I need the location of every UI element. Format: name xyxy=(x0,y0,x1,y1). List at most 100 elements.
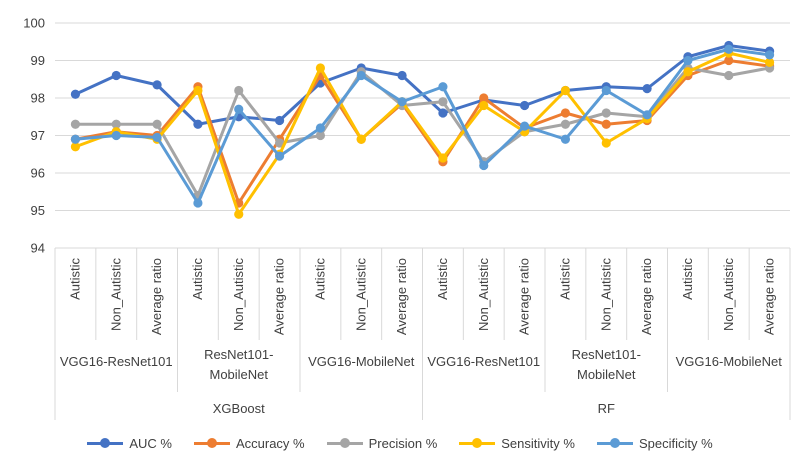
x-category-label: Autistic xyxy=(312,258,327,300)
data-point-sensitivity xyxy=(315,63,326,73)
data-point-precision xyxy=(438,97,448,107)
x-category-label: Non_Autistic xyxy=(476,258,491,331)
y-tick-label: 94 xyxy=(31,241,45,256)
x-category-label: Autistic xyxy=(435,258,450,300)
data-point-auc xyxy=(519,100,530,111)
data-point-specificity xyxy=(397,97,407,107)
data-point-specificity xyxy=(315,123,326,133)
x-category-label: Non_Autistic xyxy=(598,258,613,331)
x-category-label: Non_Autistic xyxy=(231,258,246,331)
data-point-specificity xyxy=(560,134,571,144)
legend-item-sensitivity: Sensitivity % xyxy=(459,436,575,451)
legend-swatch xyxy=(87,436,124,450)
data-point-sensitivity xyxy=(356,134,366,144)
x-category-label: Autistic xyxy=(680,258,695,300)
y-tick-label: 98 xyxy=(31,91,45,106)
data-point-precision xyxy=(724,70,734,81)
data-point-specificity xyxy=(70,134,81,144)
data-point-specificity xyxy=(274,151,285,161)
data-point-sensitivity xyxy=(764,57,775,67)
group-label: VGG16-ResNet101 xyxy=(60,354,173,369)
group-label: VGG16-MobileNet xyxy=(308,354,415,369)
data-point-precision xyxy=(560,119,571,129)
x-category-label: Average ratio xyxy=(762,258,777,335)
x-category-label: Average ratio xyxy=(149,258,164,335)
y-tick-label: 99 xyxy=(31,53,45,68)
legend-swatch xyxy=(459,436,496,450)
x-category-label: Non_Autistic xyxy=(353,258,368,331)
data-point-auc xyxy=(642,84,652,94)
legend-label: Accuracy % xyxy=(235,435,305,451)
data-point-sensitivity xyxy=(479,100,489,111)
data-point-sensitivity xyxy=(438,153,448,163)
x-category-label: Average ratio xyxy=(517,258,532,335)
x-category-label: Average ratio xyxy=(272,258,287,335)
x-category-label: Average ratio xyxy=(394,258,409,335)
data-point-auc xyxy=(152,80,162,90)
data-point-specificity xyxy=(111,130,121,141)
data-point-precision xyxy=(315,130,326,141)
data-point-auc xyxy=(274,115,285,126)
data-point-sensitivity xyxy=(560,85,571,96)
legend-label: AUC % xyxy=(129,435,172,451)
data-point-accuracy xyxy=(479,93,489,103)
data-point-sensitivity xyxy=(70,142,81,152)
y-tick-label: 96 xyxy=(31,166,45,181)
data-point-auc xyxy=(70,89,81,99)
series-line-sensitivity xyxy=(73,51,772,216)
data-point-sensitivity xyxy=(601,138,611,148)
legend-swatch xyxy=(326,436,363,450)
x-category-label: Non_Autistic xyxy=(108,258,123,331)
data-point-sensitivity xyxy=(683,67,693,77)
chart-legend: AUC % Accuracy % Precision % Sensitivity % S… xyxy=(0,433,800,453)
data-point-precision xyxy=(70,119,81,129)
x-category-label: Autistic xyxy=(67,258,82,300)
data-point-auc xyxy=(111,70,121,81)
x-category-label: Non_Autistic xyxy=(721,258,736,331)
legend-label: Specificity % xyxy=(638,435,713,451)
legend-label: Precision % xyxy=(368,435,438,451)
data-point-specificity xyxy=(519,121,530,131)
data-point-precision xyxy=(274,138,285,148)
legend-swatch xyxy=(596,436,633,450)
supergroup-label: XGBoost xyxy=(213,401,265,416)
data-point-specificity xyxy=(234,104,244,114)
data-point-precision xyxy=(152,119,162,129)
data-point-specificity xyxy=(438,82,448,92)
x-category-label: Autistic xyxy=(190,258,205,300)
data-point-specificity xyxy=(193,198,203,208)
legend-item-accuracy: Accuracy % xyxy=(193,435,305,451)
data-point-auc xyxy=(193,119,203,129)
data-point-precision xyxy=(234,85,244,96)
data-point-specificity xyxy=(152,132,162,142)
data-point-auc xyxy=(397,70,407,81)
legend-item-specificity: Specificity % xyxy=(596,435,713,451)
data-point-specificity xyxy=(683,55,693,66)
y-tick-label: 97 xyxy=(31,128,45,143)
legend-item-precision: Precision % xyxy=(326,435,438,451)
group-label: VGG16-MobileNet xyxy=(676,354,783,369)
data-point-specificity xyxy=(642,110,652,120)
data-point-accuracy xyxy=(601,119,611,129)
data-point-precision xyxy=(601,108,611,118)
group-label: ResNet101-MobileNet xyxy=(572,347,641,382)
data-point-accuracy xyxy=(724,55,734,66)
data-point-specificity xyxy=(724,44,734,54)
data-point-specificity xyxy=(601,85,611,96)
data-point-specificity xyxy=(764,50,775,60)
x-category-label: Autistic xyxy=(557,258,572,300)
data-point-specificity xyxy=(479,160,489,171)
data-point-precision xyxy=(111,119,121,129)
x-category-label: Average ratio xyxy=(639,258,654,335)
data-point-auc xyxy=(438,108,448,118)
supergroup-label: RF xyxy=(598,401,615,416)
data-point-specificity xyxy=(356,70,366,81)
legend-item-auc: AUC % xyxy=(87,436,172,451)
group-label: VGG16-ResNet101 xyxy=(427,354,540,369)
y-tick-label: 100 xyxy=(23,16,45,31)
legend-swatch xyxy=(193,436,230,450)
group-label: ResNet101-MobileNet xyxy=(204,347,273,382)
legend-label: Sensitivity % xyxy=(501,435,575,451)
